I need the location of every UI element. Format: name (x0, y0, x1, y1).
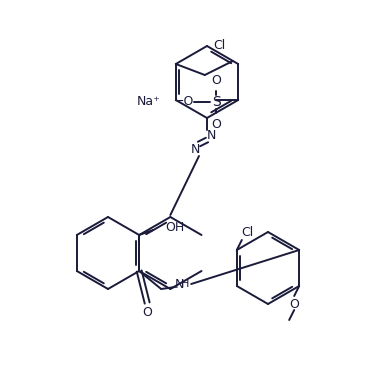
Text: N: N (190, 142, 200, 155)
Text: S: S (212, 95, 220, 109)
Text: O: O (142, 306, 152, 320)
Text: OH: OH (165, 221, 184, 233)
Text: O: O (211, 74, 221, 87)
Text: N: N (206, 128, 216, 141)
Text: Cl: Cl (242, 225, 254, 239)
Text: Cl: Cl (214, 38, 226, 51)
Text: −O: −O (174, 94, 195, 108)
Text: H: H (181, 279, 189, 289)
Text: N: N (174, 278, 184, 290)
Text: Na⁺: Na⁺ (136, 94, 160, 108)
Text: O: O (211, 118, 221, 131)
Text: O: O (289, 297, 299, 310)
